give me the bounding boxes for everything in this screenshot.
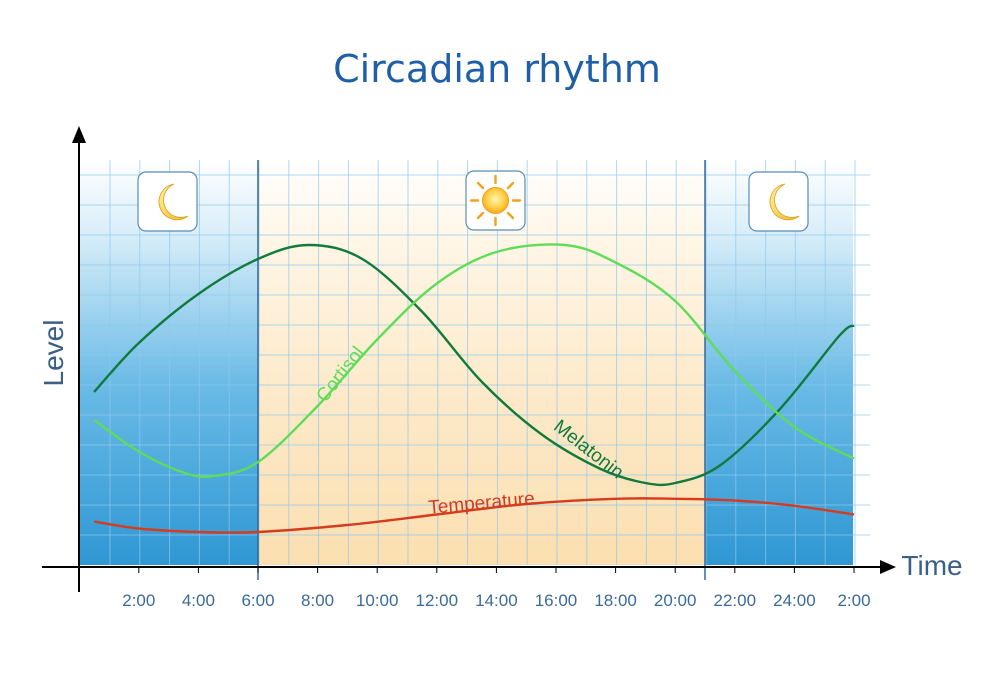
x-tick-label: 2:00: [837, 591, 870, 610]
x-tick-label: 4:00: [182, 591, 215, 610]
series-layer: [93, 243, 855, 534]
x-tick-label: 6:00: [241, 591, 274, 610]
y-axis-label: Level: [38, 320, 69, 387]
x-axis-label: Time: [901, 550, 962, 581]
x-tick-label: 10:00: [356, 591, 399, 610]
x-tick-label: 2:00: [122, 591, 155, 610]
x-axis-arrow: [880, 560, 896, 574]
sun-icon: [465, 170, 526, 231]
melatonin-line: [93, 243, 855, 487]
moon-icon: [137, 171, 198, 232]
x-tick-label: 8:00: [301, 591, 334, 610]
axes: [42, 126, 896, 592]
x-tick-label: 18:00: [594, 591, 637, 610]
x-tick-label: 24:00: [773, 591, 816, 610]
chart-title: Circadian rhythm: [333, 47, 661, 91]
band-dividers: [257, 160, 706, 580]
x-tick-label: 16:00: [535, 591, 578, 610]
x-ticks: 2:00 4:00 6:00 8:00 10:00 12:00 14:00 16:00 18:0…: [122, 567, 871, 610]
x-tick-label: 20:00: [654, 591, 697, 610]
x-tick-label: 14:00: [475, 591, 518, 610]
x-tick-label: 12:00: [416, 591, 459, 610]
x-tick-label: 22:00: [714, 591, 757, 610]
temperature-line: [93, 497, 855, 534]
cortisol-line: [93, 243, 855, 478]
y-axis-arrow: [72, 126, 86, 143]
moon-icon: [748, 171, 809, 232]
